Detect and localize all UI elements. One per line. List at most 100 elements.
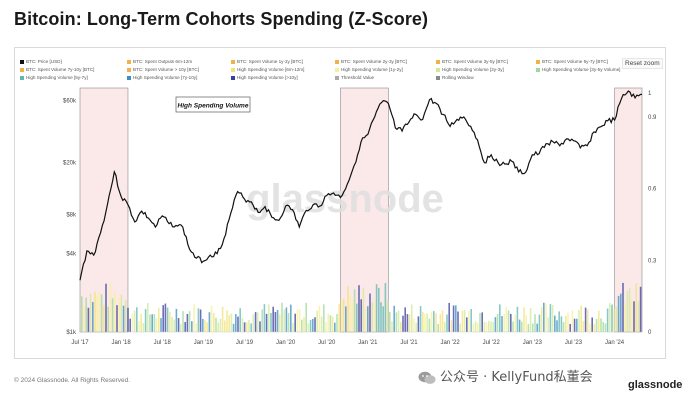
legend-label: Threshold Value	[341, 75, 375, 80]
legend-swatch	[436, 75, 440, 80]
spending-bar	[556, 320, 558, 332]
legend-item[interactable]: Threshold Value	[335, 75, 374, 81]
y-left-tick-label: $60k	[63, 99, 77, 105]
spending-bar	[450, 320, 453, 332]
spending-bar	[477, 322, 479, 332]
legend-swatch	[127, 67, 131, 72]
legend-item[interactable]: BTC: Spent Outputs 6m-12m	[127, 59, 192, 65]
spending-bar	[591, 317, 593, 332]
legend-item[interactable]: Rolling Window	[436, 75, 474, 81]
spending-bar	[105, 283, 107, 332]
spending-bar	[373, 301, 376, 332]
legend-item[interactable]: High Spending Volume [3y-5y Volume]	[536, 67, 620, 73]
legend-item[interactable]: BTC: Spent Volume 2y-3y [BTC]	[335, 59, 407, 65]
legend-item[interactable]: BTC: Spent Volume 1y-2y [BTC]	[231, 59, 303, 65]
legend-item[interactable]: High Spending Volume [5y-7y]	[20, 75, 88, 81]
reset-zoom-button[interactable]: Reset zoom	[622, 58, 663, 69]
spending-bar	[219, 318, 222, 332]
spending-bar	[573, 318, 576, 332]
spending-bar	[360, 299, 362, 332]
spending-bar	[171, 316, 173, 332]
legend-item[interactable]: High Spending Volume [>10y]	[231, 75, 298, 81]
x-tick-label: Jul '20	[318, 340, 336, 346]
spending-bar	[554, 315, 556, 332]
spending-bar	[320, 316, 323, 332]
legend-item[interactable]: BTC: Spent Volume 5y-7y [BTC]	[536, 59, 608, 65]
spending-bar	[384, 283, 387, 332]
spending-bar	[136, 307, 138, 332]
spending-bar	[560, 316, 563, 332]
spending-bar	[239, 308, 241, 332]
spending-bar	[514, 314, 516, 332]
spending-bar	[532, 323, 534, 332]
y-left-tick-label: $4k	[66, 252, 77, 258]
x-tick-label: Jul '18	[154, 340, 172, 346]
legend-item[interactable]: BTC: Spent Volume > 10y [BTC]	[127, 67, 199, 73]
btc-price-line	[79, 90, 643, 281]
spending-bar	[215, 317, 217, 332]
spending-bar	[459, 323, 461, 332]
legend-label: BTC: Spent Volume > 10y [BTC]	[133, 67, 200, 72]
spending-bar	[83, 306, 85, 332]
spending-bar	[485, 322, 488, 332]
spending-bar	[122, 305, 125, 332]
spending-bar	[543, 302, 545, 332]
spending-bar	[461, 310, 464, 332]
legend-item[interactable]: High Spending Volume [1y-2y]	[335, 67, 403, 73]
legend-item[interactable]: High Spending Volume [7y-10y]	[127, 75, 197, 81]
legend-item[interactable]: BTC: Spent Volume 7y-10y [BTC]	[20, 67, 94, 73]
spending-bar	[395, 312, 398, 332]
legend-swatch	[20, 75, 24, 80]
spending-bar	[184, 322, 186, 332]
spending-bar	[120, 294, 123, 332]
spending-bar	[609, 303, 611, 332]
legend-label: BTC: Spent Volume 7y-10y [BTC]	[26, 67, 95, 72]
spending-bar	[133, 310, 136, 332]
spending-bar	[521, 321, 523, 332]
spending-bar	[116, 305, 118, 332]
spending-bar	[279, 314, 281, 332]
legend-swatch	[536, 67, 540, 72]
spending-bar	[92, 302, 94, 332]
highlight-period	[614, 87, 643, 333]
spending-bar	[569, 323, 571, 332]
spending-bar	[338, 304, 340, 332]
annotation-label: High Spending Volume	[178, 103, 249, 110]
legend-item[interactable]: BTC: Price [USD]	[20, 59, 62, 65]
y-left-tick-label: $8k	[66, 212, 77, 218]
spending-bar	[547, 317, 549, 332]
spending-bar	[562, 322, 565, 332]
spending-bar	[340, 298, 343, 332]
spending-bar	[437, 324, 439, 332]
spending-bar	[228, 315, 230, 332]
spending-bar	[250, 323, 252, 332]
spending-bar	[98, 291, 101, 332]
legend-item[interactable]: BTC: Spent Volume 3y-5y [BTC]	[436, 59, 508, 65]
legend-swatch	[335, 59, 339, 64]
legend-item[interactable]: High Spending Volume [6m-12m]	[231, 67, 304, 73]
spending-bar	[109, 283, 112, 332]
spending-bar	[169, 311, 171, 332]
spending-bar	[424, 313, 426, 332]
spending-bar	[268, 304, 270, 332]
spending-bar	[213, 313, 215, 332]
spending-bar	[217, 322, 219, 332]
spending-bar	[441, 310, 444, 332]
spending-bar	[241, 318, 244, 332]
spending-bar	[452, 305, 455, 332]
spending-bar	[118, 297, 120, 332]
legend-label: Rolling Window	[442, 75, 474, 80]
spending-bar	[210, 305, 213, 332]
spending-bar	[87, 307, 90, 332]
spending-bar	[195, 323, 197, 332]
legend-label: BTC: Price [USD]	[26, 59, 62, 64]
spending-bar	[620, 293, 622, 332]
x-tick-label: Jan '18	[112, 340, 132, 346]
spending-bar	[540, 307, 543, 332]
spending-bar	[400, 322, 402, 332]
wechat-icon	[418, 371, 436, 384]
legend-item[interactable]: High Spending Volume [2y-3y]	[436, 67, 504, 73]
legend-swatch	[231, 75, 235, 80]
spending-bar	[364, 307, 367, 332]
legend-swatch	[231, 67, 235, 72]
